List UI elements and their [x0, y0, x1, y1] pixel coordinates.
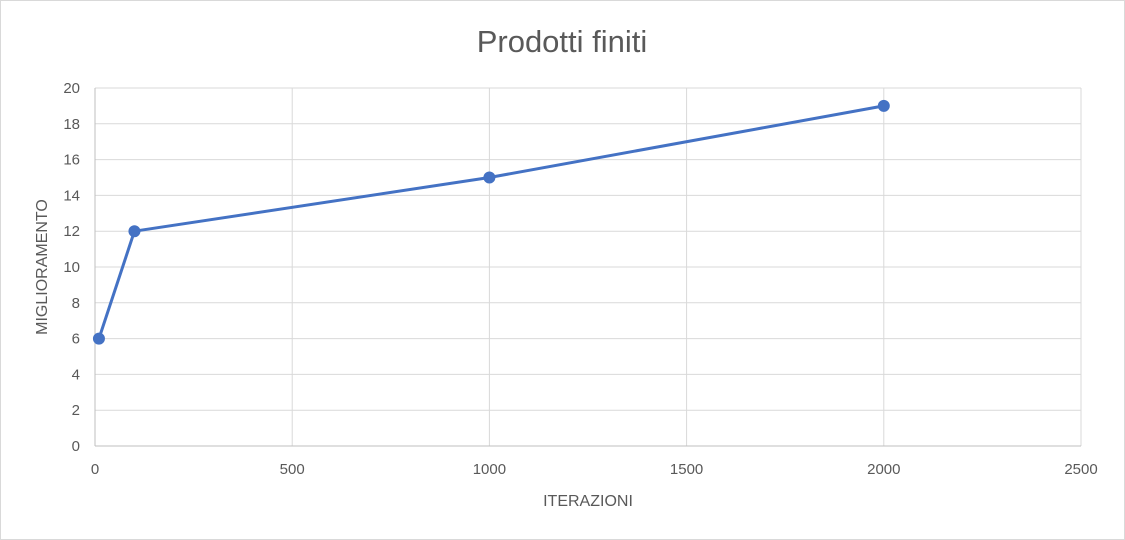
x-tick-label: 0: [91, 461, 99, 478]
x-tick-label: 500: [280, 461, 305, 478]
y-tick-label: 8: [72, 295, 80, 312]
x-tick-label: 2500: [1064, 461, 1097, 478]
y-tick-label: 18: [63, 116, 80, 133]
data-point: [92, 332, 105, 345]
y-tick-label: 16: [63, 152, 80, 169]
y-tick-label: 14: [63, 187, 80, 204]
y-tick-label: 0: [72, 438, 80, 455]
data-point: [483, 171, 496, 184]
y-axis-title: MIGLIORAMENTO: [34, 199, 51, 335]
x-tick-label: 1000: [473, 461, 506, 478]
x-axis-tick-labels: 0 500 1000 1500 2000 2500: [91, 461, 1098, 478]
y-tick-label: 6: [72, 331, 80, 348]
chart-title: Prodotti finiti: [477, 24, 648, 59]
gridlines: [94, 87, 1082, 446]
series-line: [97, 104, 885, 340]
y-axis-tick-labels: 0 2 4 6 8 10 12 14 16 18 20: [63, 80, 80, 455]
x-tick-label: 1500: [670, 461, 703, 478]
x-tick-label: 2000: [867, 461, 900, 478]
x-axis-title: ITERAZIONI: [543, 493, 633, 510]
data-point: [877, 99, 890, 112]
y-tick-label: 12: [63, 223, 80, 240]
data-point: [128, 225, 141, 238]
y-tick-label: 20: [63, 80, 80, 97]
y-tick-label: 10: [63, 259, 80, 276]
y-tick-label: 2: [72, 402, 80, 419]
y-tick-label: 4: [72, 366, 80, 383]
data-series: [92, 99, 890, 345]
